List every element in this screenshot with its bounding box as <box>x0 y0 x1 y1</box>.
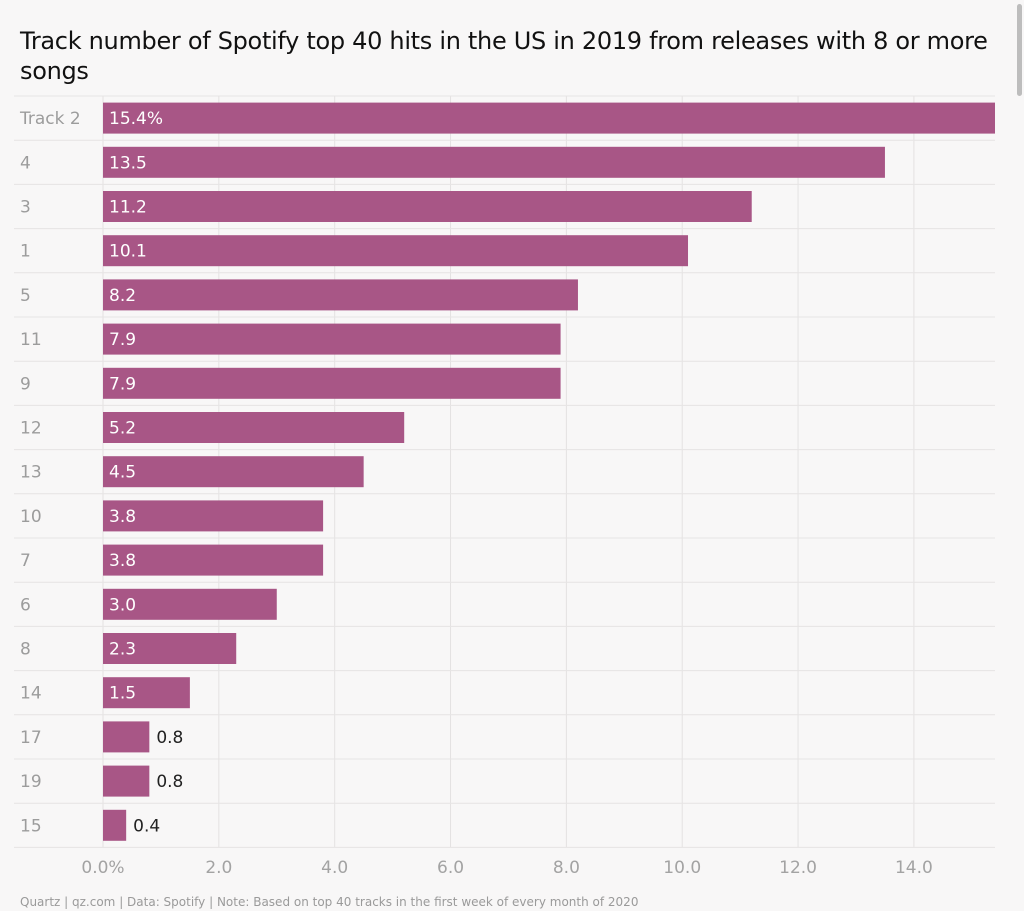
x-tick-label: 0.0% <box>81 858 124 878</box>
data-label: 3.8 <box>109 551 136 571</box>
data-label: 11.2 <box>109 198 147 218</box>
category-label: 9 <box>20 374 31 394</box>
bar <box>103 588 277 620</box>
chart-title: Track number of Spotify top 40 hits in t… <box>20 27 988 85</box>
bar <box>103 765 150 797</box>
data-label: 10.1 <box>109 242 147 262</box>
data-label: 2.3 <box>109 640 136 660</box>
x-axis-ticks: 0.0% 2.0 4.0 6.0 8.0 10.0 12.0 14.0 <box>81 858 932 878</box>
bar <box>103 633 237 664</box>
category-label: 7 <box>20 551 31 571</box>
scrollbar-thumb[interactable] <box>1017 4 1022 96</box>
bar <box>103 544 324 576</box>
bar <box>103 102 995 134</box>
category-label: 3 <box>20 198 31 218</box>
category-label: 14 <box>20 684 42 704</box>
data-label: 13.5 <box>109 153 147 173</box>
category-label: 6 <box>20 595 31 615</box>
x-tick-label: 4.0 <box>321 858 348 878</box>
category-label: 10 <box>20 507 42 527</box>
category-label: 19 <box>20 772 42 792</box>
category-label: 5 <box>20 286 31 306</box>
source-note: Quartz | qz.com | Data: Spotify | Note: … <box>20 895 639 909</box>
bar <box>103 456 364 488</box>
category-label: 15 <box>20 816 42 836</box>
x-tick-label: 14.0 <box>895 858 933 878</box>
bar <box>103 146 885 178</box>
bar <box>103 677 190 709</box>
category-label: 4 <box>20 153 31 173</box>
bar <box>103 323 561 355</box>
data-label: 3.0 <box>109 595 136 615</box>
data-label: 0.8 <box>156 728 183 748</box>
bars <box>103 102 995 841</box>
bar <box>103 412 405 443</box>
data-label: 1.5 <box>109 684 136 704</box>
data-label: 0.8 <box>156 772 183 792</box>
data-label: 4.5 <box>109 463 136 483</box>
bar <box>103 279 578 311</box>
data-label: 8.2 <box>109 286 136 306</box>
data-label: 3.8 <box>109 507 136 527</box>
data-label: 15.4% <box>109 109 163 129</box>
bar <box>103 809 127 841</box>
x-tick-label: 6.0 <box>437 858 464 878</box>
bar <box>103 191 752 222</box>
bar <box>103 235 689 267</box>
bar <box>103 500 324 532</box>
scrollbar[interactable] <box>1014 0 1024 911</box>
x-tick-label: 10.0 <box>663 858 701 878</box>
category-label: 13 <box>20 463 42 483</box>
bar <box>103 721 150 753</box>
row-separators <box>14 95 995 848</box>
category-label: Track 2 <box>19 109 81 129</box>
data-label: 5.2 <box>109 419 136 439</box>
data-label: 7.9 <box>109 330 136 350</box>
category-label: 1 <box>20 242 31 262</box>
value-labels: 15.4% 13.5 11.2 10.1 8.2 7.9 7.9 5.2 4.5 3.8 3.8 3.… <box>109 109 183 836</box>
x-tick-label: 2.0 <box>205 858 232 878</box>
x-tick-label: 8.0 <box>553 858 580 878</box>
category-label: 11 <box>20 330 42 350</box>
data-label: 7.9 <box>109 374 136 394</box>
category-label: 17 <box>20 728 42 748</box>
data-label: 0.4 <box>133 816 160 836</box>
bar <box>103 367 561 399</box>
category-label: 12 <box>20 419 42 439</box>
category-label: 8 <box>20 640 31 660</box>
x-tick-label: 12.0 <box>779 858 817 878</box>
